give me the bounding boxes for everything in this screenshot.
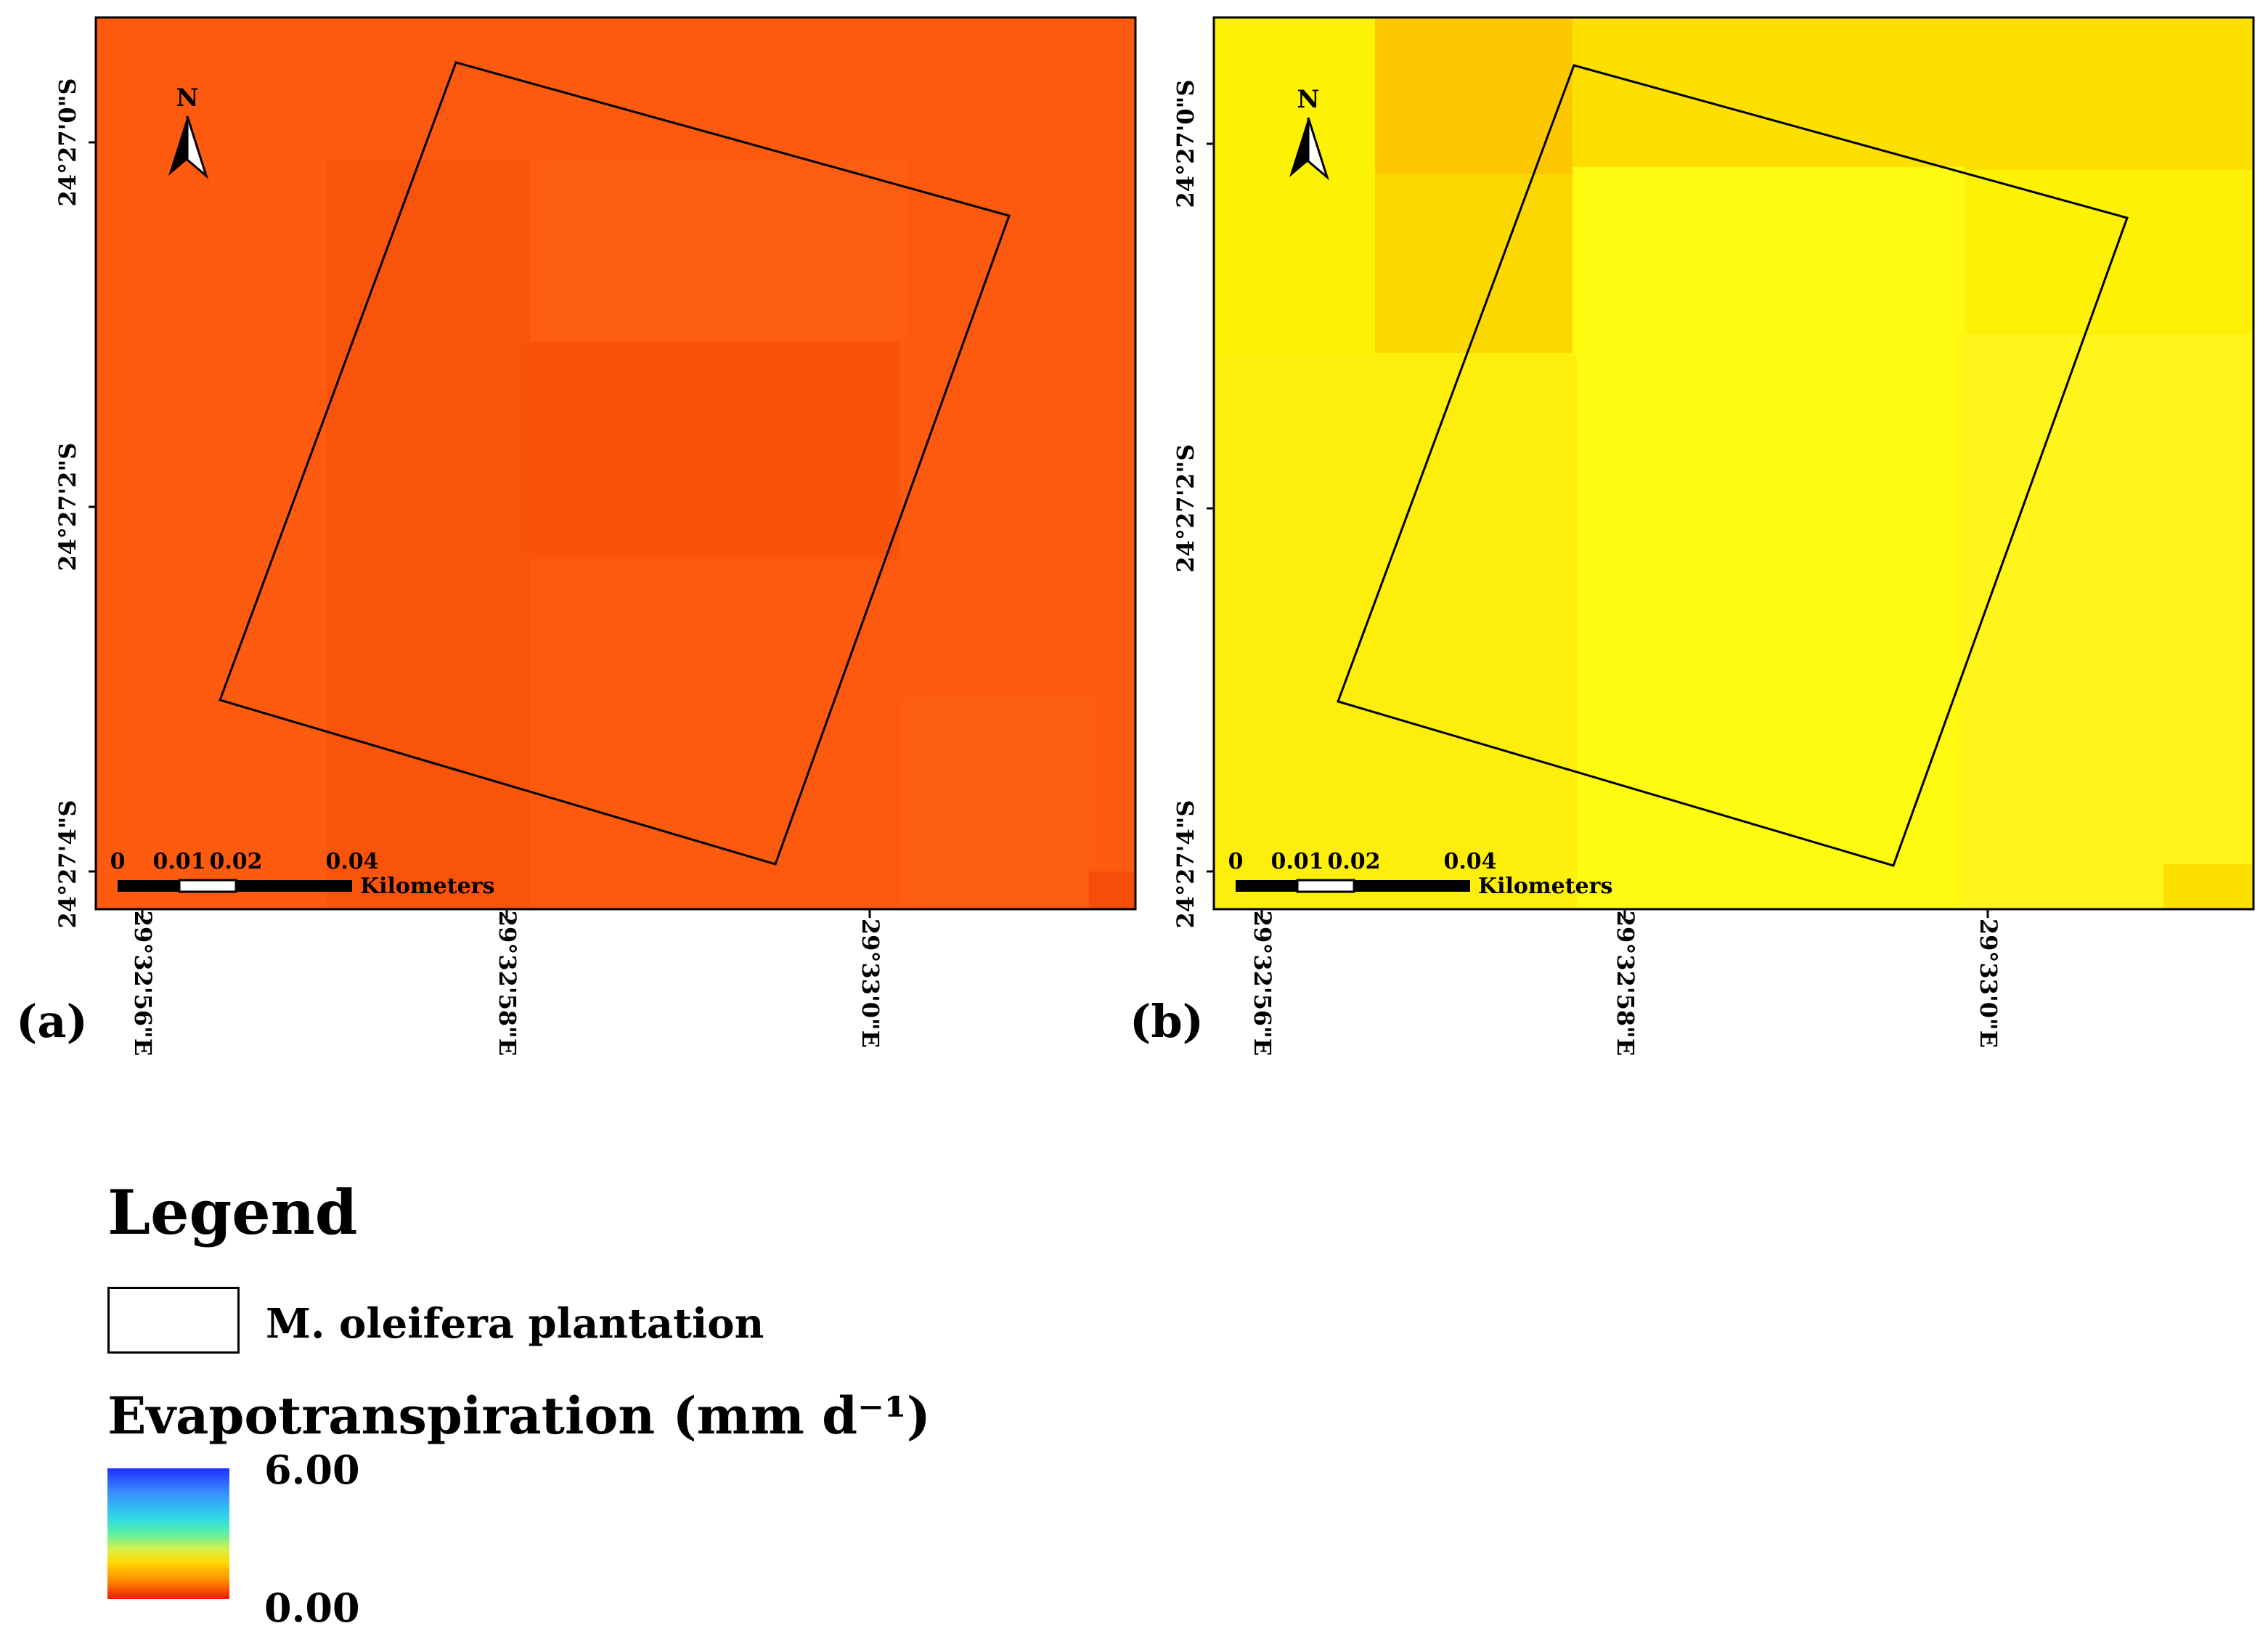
scale-label: 0.01: [152, 849, 205, 874]
scale-label: 0.04: [1443, 849, 1496, 874]
lat-tick-label: 24°27'2"S: [1172, 444, 1199, 573]
scale-bar: 0 0.01 0.02 0.04 Kilometers: [1228, 849, 1613, 899]
lon-axis: 29°32'56"E 29°32'58"E 29°33'0"E: [1249, 909, 2002, 1056]
scale-label: 0.01: [1270, 849, 1323, 874]
evapotranspiration-legend-title: Evapotranspiration (mm d⁻¹): [107, 1386, 931, 1446]
lon-tick-label: 29°32'56"E: [1249, 911, 1276, 1056]
evapotranspiration-color-ramp: [107, 1468, 229, 1599]
scale-unit: Kilometers: [1478, 874, 1612, 899]
scale-label: 0.04: [325, 849, 378, 874]
raster-cell: [1375, 174, 1572, 353]
lat-axis: 24°27'0"S 24°27'2"S 24°27'4"S: [54, 78, 96, 929]
lon-tick-label: 29°33'0"E: [857, 919, 884, 1048]
lat-tick-label: 24°27'4"S: [54, 800, 81, 929]
plantation-legend-swatch: [107, 1287, 240, 1354]
north-arrow-icon: [1289, 118, 1308, 177]
map-panel-a: N 0 0.01 0.02 0.04 Kilometers 24°27'0"S …: [54, 16, 1137, 1056]
scale-label: 0: [1228, 849, 1244, 874]
lon-axis: 29°32'56"E 29°32'58"E 29°33'0"E: [129, 909, 884, 1056]
north-arrow: N: [1289, 85, 1330, 181]
raster-cell: [900, 697, 1096, 909]
scale-label: 0.02: [209, 849, 262, 874]
color-ramp-min-label: 0.00: [264, 1585, 360, 1631]
raster-cell: [530, 160, 907, 341]
lon-tick-label: 29°33'0"E: [1975, 919, 2002, 1048]
raster-b: [1214, 17, 2253, 909]
raster-cell: [1572, 167, 1965, 909]
plantation-boundary: [219, 61, 1011, 866]
plantation-boundary: [1337, 64, 2129, 867]
scale-unit: Kilometers: [360, 874, 494, 899]
color-ramp-max-label: 6.00: [264, 1447, 360, 1493]
raster-cell: [1089, 871, 1135, 909]
lat-tick-label: 24°27'2"S: [54, 443, 81, 572]
north-label: N: [1297, 85, 1319, 114]
panel-label-a: (a): [16, 995, 88, 1048]
lat-axis: 24°27'0"S 24°27'2"S 24°27'4"S: [1172, 80, 1214, 929]
north-arrow-icon: [168, 116, 187, 176]
lat-tick-label: 24°27'0"S: [54, 78, 81, 207]
scale-label: 0.02: [1327, 849, 1380, 874]
raster-cell: [96, 145, 328, 909]
lon-tick-label: 29°32'58"E: [494, 911, 521, 1056]
raster-cell: [1960, 334, 2253, 909]
map-frame: [94, 16, 1137, 911]
map-panel-b: N 0 0.01 0.02 0.04 Kilometers 24°27'0"S …: [1172, 16, 2255, 1056]
lon-tick-label: 29°32'56"E: [129, 911, 157, 1056]
legend-title: Legend: [107, 1176, 358, 1248]
north-label: N: [176, 84, 198, 113]
raster-cell: [2163, 864, 2253, 909]
scale-label: 0: [110, 849, 126, 874]
raster-a: [96, 17, 1135, 909]
raster-cell: [523, 341, 900, 559]
raster-cell: [1375, 17, 1572, 177]
raster-cell: [327, 160, 530, 909]
lat-tick-label: 24°27'4"S: [1172, 800, 1199, 929]
scale-bar: 0 0.01 0.02 0.04 Kilometers: [110, 849, 495, 899]
lat-tick-label: 24°27'0"S: [1172, 80, 1199, 208]
map-frame: [1212, 16, 2255, 911]
plantation-legend-label: M. oleifera plantation: [266, 1300, 764, 1348]
panel-label-b: (b): [1130, 995, 1204, 1048]
raster-cell: [1572, 17, 2253, 170]
raster-cell: [1214, 356, 1577, 909]
north-arrow: N: [168, 84, 209, 179]
lon-tick-label: 29°32'58"E: [1612, 911, 1639, 1056]
